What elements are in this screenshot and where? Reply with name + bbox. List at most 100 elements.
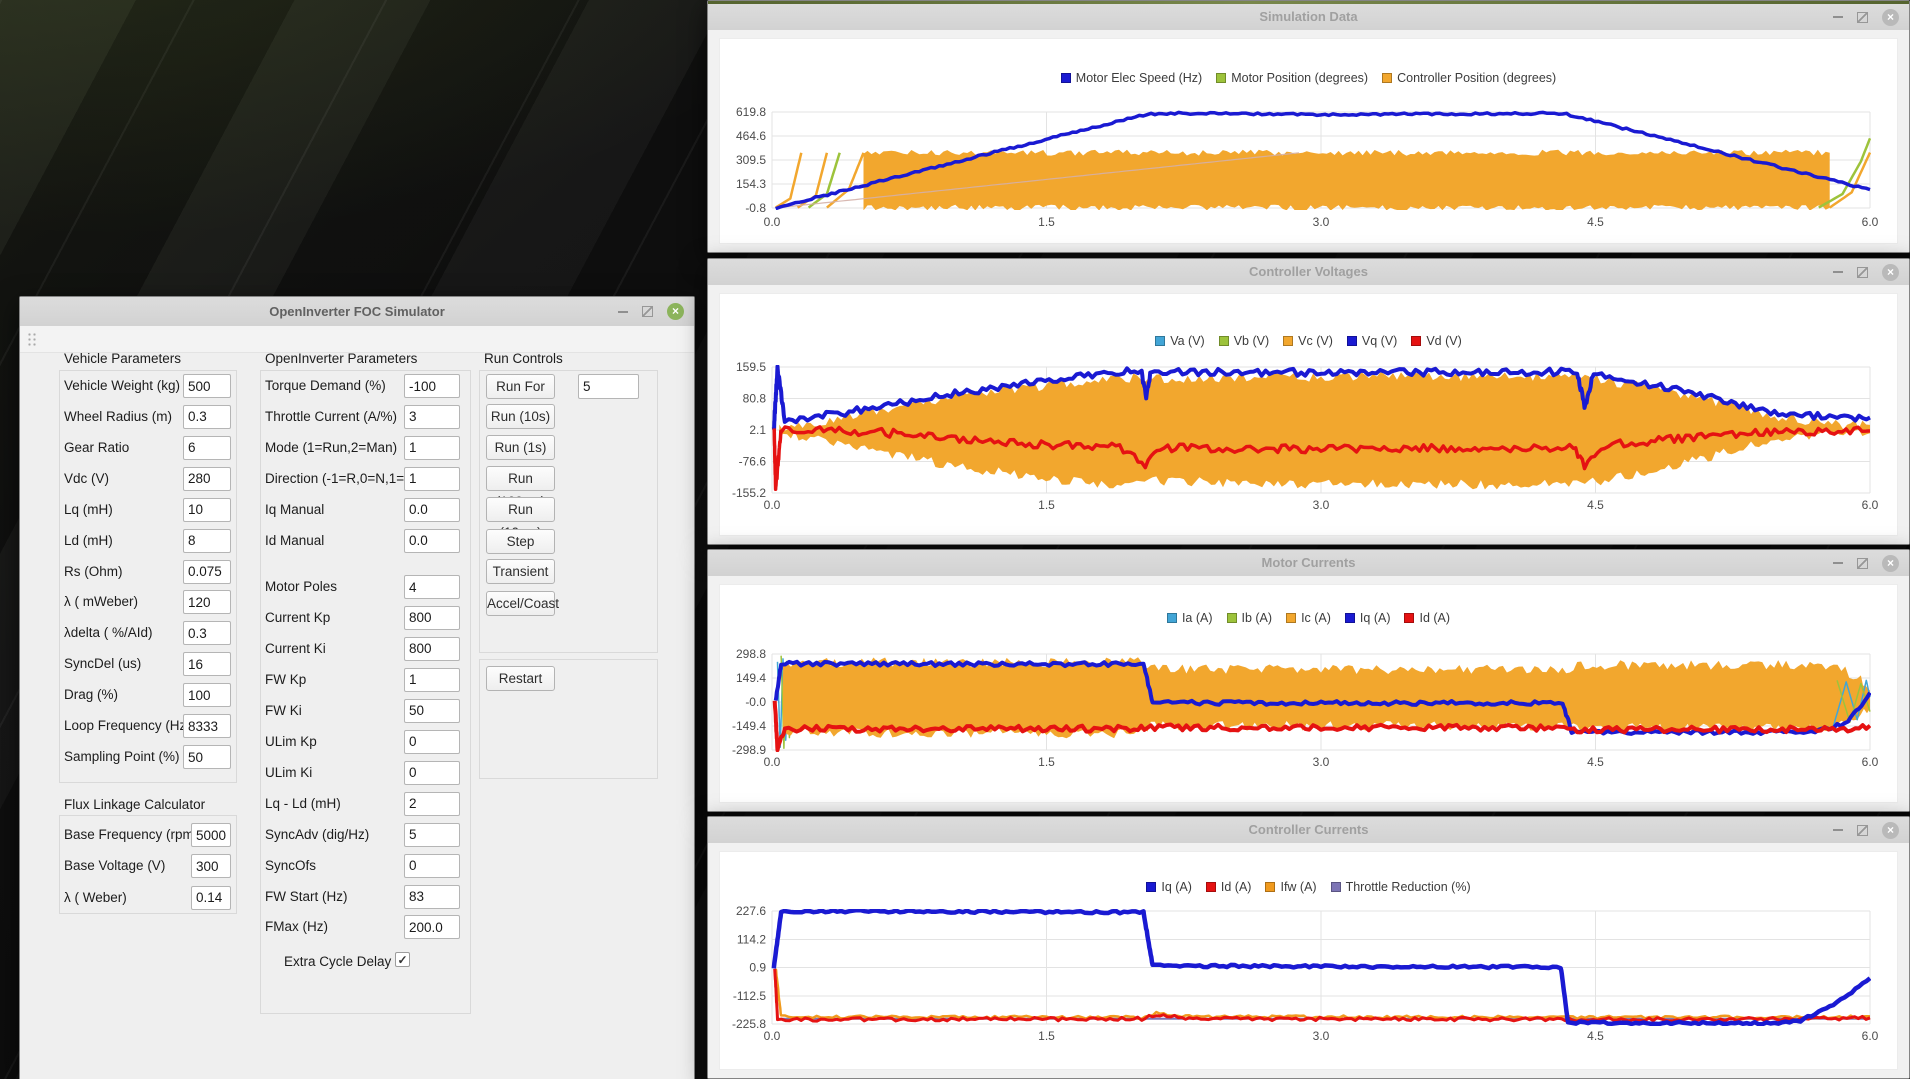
field-input-lq-mh[interactable] xyxy=(183,497,231,522)
field-input-lq-ld-mh[interactable] xyxy=(404,791,460,816)
legend-swatch-icon xyxy=(1346,336,1357,346)
legend-swatch-icon xyxy=(1226,613,1237,623)
chart-window-controller-voltages: Controller Voltages Va (V) Vb (V) Vc (V) Vq… xyxy=(707,258,1910,545)
button-run-10ms[interactable]: Run (10ms) xyxy=(486,496,555,540)
field-input-syncdel-us[interactable] xyxy=(183,652,231,677)
field-input-base-frequency-rpm[interactable] xyxy=(191,823,231,847)
field-label-throttle-current-a: Throttle Current (A/%) xyxy=(265,408,398,424)
field-label-motor-poles: Motor Poles xyxy=(265,579,338,594)
checkbox-extra-cycle-delay[interactable]: ✓ xyxy=(395,952,410,967)
chart-titlebar-0[interactable]: Simulation Data xyxy=(708,4,1909,31)
minimize-icon[interactable] xyxy=(1833,271,1843,273)
minimize-icon[interactable] xyxy=(1833,16,1843,18)
field-input-iq-manual[interactable] xyxy=(404,497,460,522)
field-input-torque-demand[interactable] xyxy=(404,374,460,398)
chart-titlebar-2[interactable]: Motor Currents xyxy=(708,550,1909,577)
field-input-throttle-current-a[interactable] xyxy=(404,404,460,429)
legend-label: Ib (A) xyxy=(1241,611,1273,625)
legend-label: Id (A) xyxy=(1419,611,1451,625)
field-input-base-voltage-v[interactable] xyxy=(191,854,231,879)
field-input-wheel-radius-m[interactable] xyxy=(183,404,231,429)
field-label-wheel-radius-m: Wheel Radius (m) xyxy=(64,408,173,424)
field-input-ulim-ki[interactable] xyxy=(404,760,460,785)
field-input-loop-frequency-hz[interactable] xyxy=(183,714,231,739)
field-input-syncofs[interactable] xyxy=(404,853,460,878)
field-input-drag[interactable] xyxy=(183,683,231,708)
close-icon[interactable] xyxy=(1882,554,1899,572)
legend-label: Va (V) xyxy=(1170,334,1205,348)
restore-icon[interactable] xyxy=(1857,11,1868,23)
field-input-current-kp[interactable] xyxy=(404,605,460,630)
legend-swatch-icon xyxy=(1283,336,1294,346)
button-step[interactable]: Step xyxy=(486,528,555,554)
field-label-syncdel-us: SyncDel (us) xyxy=(64,656,142,672)
minimize-icon[interactable] xyxy=(1833,829,1843,831)
field-label-torque-demand: Torque Demand (%) xyxy=(265,378,386,393)
close-icon[interactable] xyxy=(1882,821,1899,839)
close-icon[interactable] xyxy=(1882,263,1899,281)
field-input-id-manual[interactable] xyxy=(404,528,460,553)
legend-item-vc-v: Vc (V) xyxy=(1283,334,1333,348)
field-input-delta-aid[interactable] xyxy=(183,621,231,646)
restore-icon[interactable] xyxy=(1857,266,1868,278)
chart-card-2: Ia (A) Ib (A) Ic (A) Iq (A) Id (A) 298.8 149.… xyxy=(719,584,1898,803)
restore-icon[interactable] xyxy=(642,306,653,317)
field-input-direction-1-r-0-n-1-f[interactable] xyxy=(404,466,460,491)
minimize-icon[interactable] xyxy=(1833,562,1843,564)
button-run-100ms[interactable]: Run (100ms) xyxy=(486,465,555,509)
legend-swatch-icon xyxy=(1218,336,1229,346)
legend-item-va-v: Va (V) xyxy=(1155,334,1205,348)
restore-icon[interactable] xyxy=(1857,824,1868,836)
y-tick-label: 149.4 xyxy=(736,671,766,685)
field-input-sampling-point[interactable] xyxy=(183,745,231,770)
run-for-seconds-input[interactable] xyxy=(578,374,639,399)
field-input-vdc-v[interactable] xyxy=(183,466,231,491)
y-tick-label: 298.8 xyxy=(736,647,766,661)
x-tick-label: 0.0 xyxy=(764,215,781,229)
field-input-weber[interactable] xyxy=(191,885,231,910)
minimize-icon[interactable] xyxy=(618,310,628,313)
simulator-window: OpenInverter FOC Simulator Vehicle Param… xyxy=(19,296,695,1079)
field-input-rs-ohm[interactable] xyxy=(183,559,231,584)
close-icon[interactable] xyxy=(667,303,684,320)
field-input-mode-1-run-2-man[interactable] xyxy=(404,435,460,460)
field-input-fw-start-hz[interactable] xyxy=(404,884,460,909)
restart-button[interactable]: Restart xyxy=(486,665,555,691)
field-input-ld-mh[interactable] xyxy=(183,528,231,553)
button-run-10s[interactable]: Run (10s) xyxy=(486,403,555,429)
field-input-current-ki[interactable] xyxy=(404,636,460,661)
x-tick-label: 3.0 xyxy=(1313,755,1330,769)
run-for-button[interactable]: Run For (s) xyxy=(486,374,555,417)
chart-legend: Iq (A) Id (A) Ifw (A) Throttle Reduction (%… xyxy=(720,880,1897,895)
button-accel-coast[interactable]: Accel/Coast xyxy=(486,590,559,616)
field-input-syncadv-dig-hz[interactable] xyxy=(404,822,460,847)
window-title: Motor Currents xyxy=(1261,555,1356,570)
toolbar-grip-handle[interactable] xyxy=(27,332,38,347)
legend-item-id-a: Id (A) xyxy=(1205,880,1251,894)
close-icon[interactable] xyxy=(1882,8,1899,26)
legend-label: Vq (V) xyxy=(1361,334,1398,348)
field-label-vehicle-weight-kg: Vehicle Weight (kg) xyxy=(64,378,181,393)
y-tick-label: 0.9 xyxy=(749,961,766,975)
field-input-mweber[interactable] xyxy=(183,590,231,615)
field-input-vehicle-weight-kg[interactable] xyxy=(183,374,231,398)
simulator-titlebar[interactable]: OpenInverter FOC Simulator xyxy=(20,297,694,327)
window-title: Simulation Data xyxy=(1259,9,1358,24)
field-input-gear-ratio[interactable] xyxy=(183,435,231,460)
x-tick-label: 4.5 xyxy=(1587,755,1604,769)
legend-item-ic-a: Ic (A) xyxy=(1286,611,1331,625)
restore-icon[interactable] xyxy=(1857,557,1868,569)
chart-titlebar-3[interactable]: Controller Currents xyxy=(708,817,1909,844)
field-input-fw-kp[interactable] xyxy=(404,667,460,692)
x-tick-label: 1.5 xyxy=(1038,1029,1055,1043)
field-input-fmax-hz[interactable] xyxy=(404,915,460,940)
field-input-ulim-kp[interactable] xyxy=(404,729,460,754)
chart-titlebar-1[interactable]: Controller Voltages xyxy=(708,259,1909,286)
button-transient[interactable]: Transient xyxy=(486,558,555,584)
y-tick-label: -0.8 xyxy=(745,201,766,215)
field-input-motor-poles[interactable] xyxy=(404,575,460,599)
field-input-fw-ki[interactable] xyxy=(404,698,460,723)
y-tick-label: 464.6 xyxy=(736,129,766,143)
button-run-1s[interactable]: Run (1s) xyxy=(486,434,555,460)
legend-label: Throttle Reduction (%) xyxy=(1345,880,1471,894)
